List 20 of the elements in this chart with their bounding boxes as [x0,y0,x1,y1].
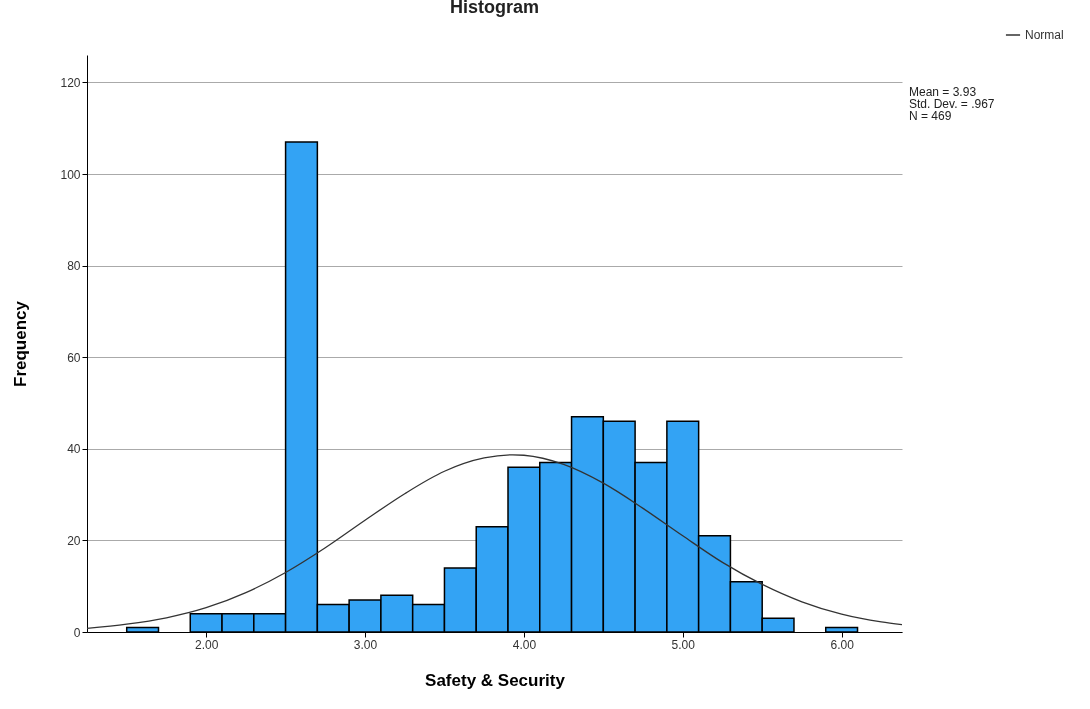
y-tick-label: 20 [67,533,81,548]
y-tick-label: 100 [60,167,81,182]
text: Mean = 3.93 [909,85,977,99]
chart-title: Histogram [449,0,540,17]
x-axis-title: Safety & Security [425,670,566,690]
x-tick-label: 4.00 [512,637,537,652]
x-tick-label: 6.00 [830,637,855,652]
text: Std. Dev. = .967 [909,97,995,111]
y-tick-label: 40 [67,442,81,457]
x-tick-label: 3.00 [353,637,378,652]
y-tick-label: 80 [67,259,81,274]
x-tick-label: 2.00 [194,637,219,652]
text: N = 469 [909,109,952,123]
y-axis-title: Frequency [11,300,31,387]
legend-label: Normal [1025,28,1064,42]
x-tick-label: 5.00 [671,637,696,652]
line-series [86,454,903,629]
y-tick-label: 60 [67,350,81,365]
y-tick-label: 0 [73,625,81,640]
y-tick-label: 120 [60,75,81,90]
